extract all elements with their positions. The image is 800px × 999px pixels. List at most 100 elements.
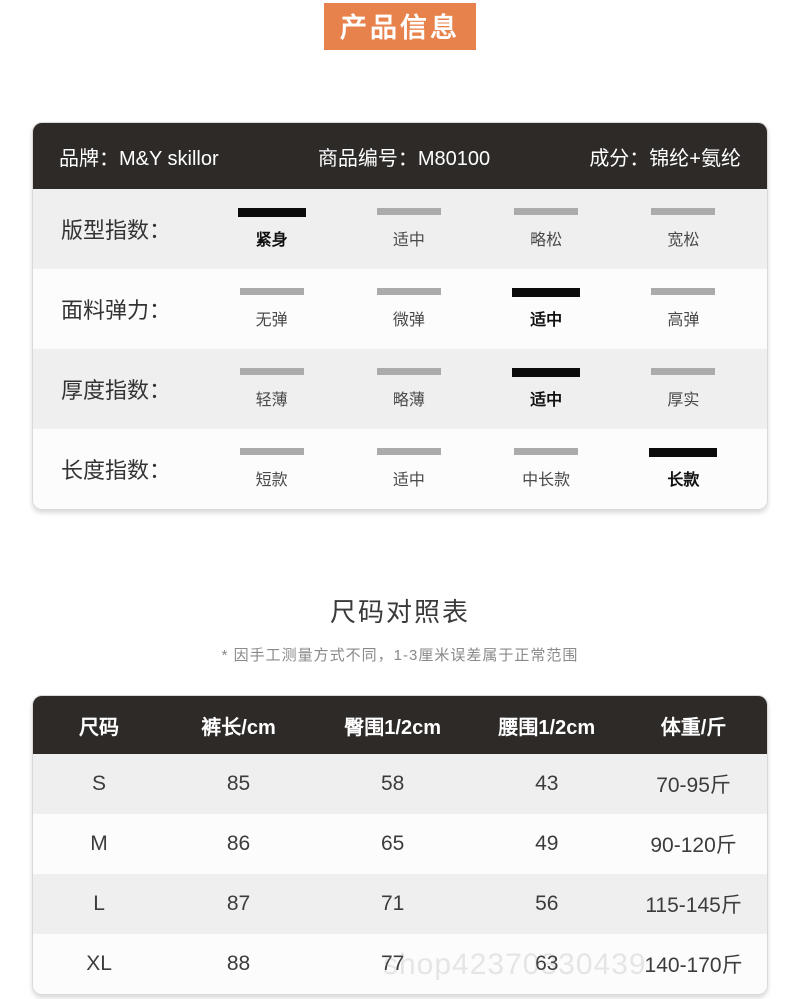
index-option-label: 中长款: [522, 472, 571, 489]
index-option: 中长款: [478, 448, 615, 490]
page-title-badge: 产品信息: [324, 3, 476, 50]
index-option-label: 适中: [392, 232, 425, 249]
shop-watermark: shop42370330439: [383, 948, 647, 981]
rating-bar: [239, 288, 304, 295]
index-option-label: 略松: [530, 232, 563, 249]
rating-bar: [376, 208, 441, 215]
rating-bar: [651, 288, 716, 295]
size-chart-table: 尺码 裤长/cm 臀围1/2cm 腰围1/2cm 体重/斤 S 85 58 43…: [32, 695, 768, 995]
index-option-label: 宽松: [667, 232, 700, 249]
rating-bar: [514, 448, 579, 455]
index-option-label: 略薄: [392, 392, 425, 409]
index-option-label: 紧身: [255, 232, 288, 249]
rating-bar-selected: [237, 208, 306, 217]
cell-pants-length: 86: [226, 832, 251, 855]
index-options: 紧身 适中 略松 宽松: [203, 208, 752, 250]
cell-hip: 65: [380, 832, 405, 855]
cell-waist: 43: [535, 772, 559, 795]
table-row-m: M 86 65 49 90-120斤: [33, 814, 767, 874]
cell-weight: 140-170斤: [644, 954, 743, 977]
rating-bar-selected: [649, 448, 718, 457]
index-row-label: 长度指数：: [61, 458, 172, 483]
rating-bar: [239, 368, 304, 375]
index-row-label: 版型指数：: [61, 218, 172, 243]
index-options: 轻薄 略薄 适中 厚实: [203, 368, 752, 410]
size-table-header-row: 尺码 裤长/cm 臀围1/2cm 腰围1/2cm 体重/斤: [33, 696, 767, 754]
index-option: 略薄: [340, 368, 477, 410]
cell-weight: 70-95斤: [656, 774, 731, 797]
index-row-label: 面料弹力：: [61, 298, 172, 323]
rating-bar-selected: [512, 288, 581, 297]
index-option: 微弹: [340, 288, 477, 330]
rating-bar: [376, 288, 441, 295]
cell-pants-length: 88: [226, 952, 251, 975]
size-chart-note: * 因手工测量方式不同，1-3厘米误差属于正常范围: [221, 647, 579, 664]
index-option: 短款: [203, 448, 340, 490]
rating-bar-selected: [512, 368, 581, 377]
cell-pants-length: 85: [226, 772, 251, 795]
index-option: 轻薄: [203, 368, 340, 410]
column-header-waist: 腰围1/2cm: [498, 716, 596, 739]
index-option-label: 轻薄: [255, 392, 288, 409]
index-option: 适中: [478, 288, 615, 330]
index-option-label: 短款: [255, 472, 288, 489]
column-header-size: 尺码: [79, 716, 120, 739]
column-header-hip: 臀围1/2cm: [344, 716, 441, 739]
size-chart-title: 尺码对照表: [329, 597, 470, 627]
table-row-s: S 85 58 43 70-95斤: [33, 754, 767, 814]
rating-bar: [651, 208, 716, 215]
table-row-xl: XL 88 77 63 140-170斤: [33, 934, 767, 994]
index-options: 短款 适中 中长款 长款: [203, 448, 752, 490]
index-row-label: 厚度指数：: [61, 378, 172, 403]
cell-size: XL: [86, 952, 112, 975]
index-option: 略松: [478, 208, 615, 250]
cell-hip: 77: [380, 952, 405, 975]
product-info-card: 品牌：M&Y skillor 商品编号：M80100 成分：锦纶+氨纶 版型指数…: [32, 122, 768, 510]
index-option-label: 适中: [530, 392, 563, 409]
index-option: 高弹: [615, 288, 752, 330]
index-row-fit: 版型指数： 紧身 适中 略松 宽松: [33, 189, 767, 269]
rating-bar: [376, 368, 441, 375]
cell-waist: 56: [535, 892, 559, 915]
rating-bar: [651, 368, 716, 375]
index-option-label: 适中: [530, 312, 563, 329]
cell-size: M: [90, 832, 108, 855]
product-meta-bar: 品牌：M&Y skillor 商品编号：M80100 成分：锦纶+氨纶: [33, 123, 767, 189]
cell-size: L: [93, 892, 105, 915]
rating-bar: [514, 208, 579, 215]
index-option: 无弹: [203, 288, 340, 330]
index-row-elasticity: 面料弹力： 无弹 微弹 适中 高弹: [33, 269, 767, 349]
rating-bar: [376, 448, 441, 455]
index-option: 适中: [340, 208, 477, 250]
index-option-label: 高弹: [667, 312, 700, 329]
index-option: 宽松: [615, 208, 752, 250]
index-option-label: 适中: [392, 472, 425, 489]
index-option: 紧身: [203, 208, 340, 250]
index-option-label: 厚实: [667, 392, 700, 409]
index-option-label: 微弹: [392, 312, 425, 329]
cell-pants-length: 87: [226, 892, 251, 915]
cell-hip: 71: [380, 892, 405, 915]
table-row-l: L 87 71 56 115-145斤: [33, 874, 767, 934]
index-row-length: 长度指数： 短款 适中 中长款 长款: [33, 429, 767, 509]
column-header-weight: 体重/斤: [660, 716, 727, 739]
index-option-label: 无弹: [255, 312, 288, 329]
cell-size: S: [92, 772, 107, 795]
index-option: 厚实: [615, 368, 752, 410]
cell-weight: 90-120斤: [650, 834, 737, 857]
index-option: 适中: [478, 368, 615, 410]
composition-label: 成分：锦纶+氨纶: [589, 147, 741, 170]
cell-waist: 49: [535, 832, 559, 855]
sku-label: 商品编号：M80100: [317, 147, 491, 170]
rating-bar: [239, 448, 304, 455]
cell-hip: 58: [380, 772, 405, 795]
index-option: 适中: [340, 448, 477, 490]
cell-weight: 115-145斤: [645, 894, 742, 917]
cell-waist: 63: [535, 952, 559, 975]
index-row-thickness: 厚度指数： 轻薄 略薄 适中 厚实: [33, 349, 767, 429]
index-options: 无弹 微弹 适中 高弹: [203, 288, 752, 330]
brand-label: 品牌：M&Y skillor: [59, 147, 219, 170]
index-option: 长款: [615, 448, 752, 490]
column-header-pants-length: 裤长/cm: [201, 716, 276, 739]
index-option-label: 长款: [667, 472, 700, 489]
